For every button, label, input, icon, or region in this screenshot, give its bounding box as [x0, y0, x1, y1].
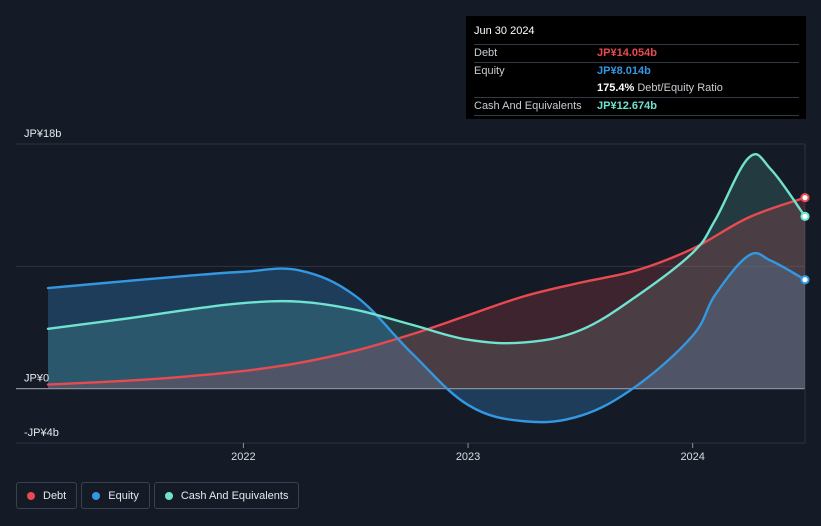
area-layer — [48, 154, 805, 423]
legend-equity-dot-icon — [92, 491, 101, 500]
legend-item-debt[interactable]: Debt — [16, 482, 78, 509]
tooltip-equity-row: Equity JP¥8.014b — [474, 63, 799, 80]
end-marker-cash-and-equivalents — [800, 211, 810, 221]
tooltip-debt-label: Debt — [474, 47, 498, 59]
area-cash-and-equivalents — [48, 154, 805, 389]
tooltip-panel: Jun 30 2024 Debt JP¥14.054b Equity JP¥8.… — [466, 16, 806, 119]
end-marker-debt — [800, 193, 810, 203]
tooltip-ratio-value: 175.4% — [597, 82, 635, 94]
legend-cash-dot-icon — [164, 491, 173, 500]
tooltip-ratio-row: 175.4% Debt/Equity Ratio — [474, 80, 799, 98]
line-equity — [46, 251, 807, 424]
y-tick-label: JP¥18b — [24, 128, 61, 140]
marker-layer — [800, 193, 810, 285]
tooltip-date: Jun 30 2024 — [474, 24, 799, 45]
x-tick-label: 2022 — [231, 451, 255, 463]
area-equity — [48, 253, 805, 423]
tooltip-cash-label: Cash And Equivalents — [474, 100, 582, 112]
y-tick-label: -JP¥4b — [24, 427, 59, 439]
tooltip-debt-row: Debt JP¥14.054b — [474, 45, 799, 63]
line-layer — [46, 153, 807, 424]
tooltip-equity-label: Equity — [474, 65, 505, 77]
tooltip-cash-value: JP¥12.674b — [597, 100, 657, 112]
tooltip-ratio-label: Debt/Equity Ratio — [637, 82, 723, 94]
chart-legend: Debt Equity Cash And Equivalents — [16, 482, 300, 509]
tooltip-cash-row: Cash And Equivalents JP¥12.674b — [474, 98, 799, 116]
legend-equity-label: Equity — [108, 489, 139, 502]
legend-cash-label: Cash And Equivalents — [180, 489, 289, 502]
grid-layer — [16, 143, 806, 444]
legend-item-cash[interactable]: Cash And Equivalents — [153, 482, 300, 509]
end-marker-equity — [800, 275, 810, 285]
x-tick-label: 2024 — [680, 451, 704, 463]
tooltip-debt-value: JP¥14.054b — [597, 47, 657, 59]
legend-debt-dot-icon — [27, 491, 35, 500]
legend-debt-label: Debt — [43, 489, 67, 502]
area-debt — [48, 197, 805, 389]
tooltip-equity-value: JP¥8.014b — [597, 65, 651, 77]
y-tick-label: JP¥0 — [24, 373, 49, 385]
x-axis-ticks: 2022 2023 2024 — [231, 443, 705, 463]
line-debt — [46, 196, 807, 386]
line-cash-and-equivalents — [46, 153, 807, 345]
x-tick-label: 2023 — [456, 451, 480, 463]
y-axis-labels: JP¥18b JP¥0 -JP¥4b — [24, 128, 61, 439]
legend-item-equity[interactable]: Equity — [81, 482, 150, 509]
